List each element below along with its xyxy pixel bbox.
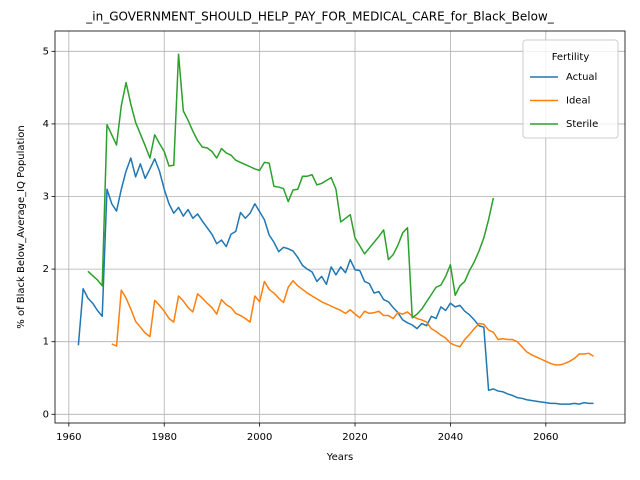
y-axis-label: % of Black Below_Average_IQ Population (16, 125, 27, 328)
chart-title: _in_GOVERNMENT_SHOULD_HELP_PAY_FOR_MEDIC… (85, 10, 554, 24)
legend-label: Sterile (566, 119, 598, 130)
x-tick-label: 2060 (533, 432, 558, 443)
legend-box (522, 39, 619, 139)
y-tick-label: 5 (43, 46, 49, 57)
x-tick-label: 2040 (438, 432, 463, 443)
x-axis-label: Years (326, 452, 353, 463)
y-tick-label: 2 (43, 264, 49, 275)
x-tick-label: 1960 (56, 432, 81, 443)
y-tick-label: 0 (43, 409, 49, 420)
legend-title: Fertility (552, 52, 590, 63)
legend-label: Ideal (566, 96, 590, 107)
series-line (87, 53, 495, 319)
x-tick-label: 1980 (152, 432, 177, 443)
x-tick-label: 2020 (342, 432, 367, 443)
y-tick-label: 3 (43, 192, 49, 203)
series-line (77, 157, 594, 405)
y-tick-label: 4 (43, 119, 49, 130)
legend-label: Actual (566, 72, 597, 83)
y-tick-label: 1 (43, 337, 49, 348)
series-line (111, 279, 594, 366)
plot-frame (54, 30, 626, 424)
x-tick-label: 2000 (247, 432, 272, 443)
